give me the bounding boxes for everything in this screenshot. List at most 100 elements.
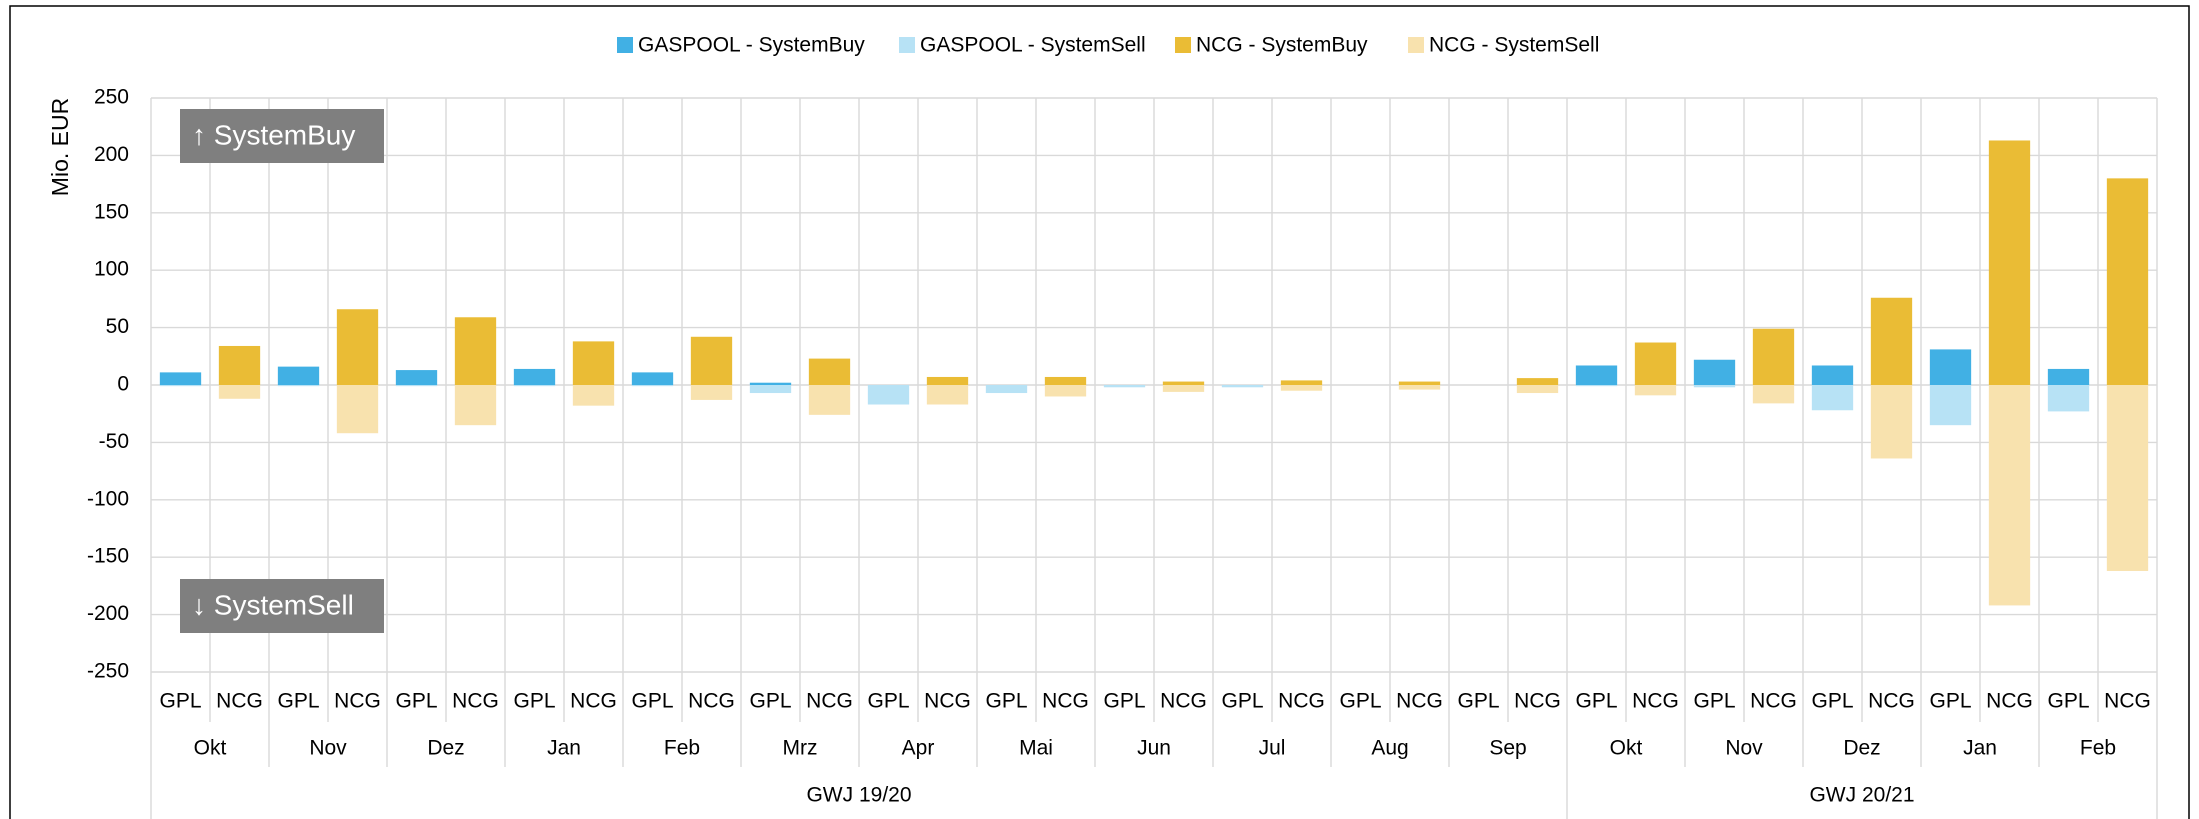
legend-swatch	[899, 37, 915, 53]
bar	[513, 368, 556, 385]
bar	[749, 385, 792, 394]
legend-swatch	[617, 37, 633, 53]
month-label: Apr	[902, 737, 935, 760]
bar	[1575, 365, 1618, 385]
y-axis-label: Mio. EUR	[47, 98, 73, 196]
x-tick-label: GPL	[985, 690, 1027, 713]
y-tick-label: 50	[106, 315, 129, 338]
bar	[277, 366, 320, 385]
month-label: Feb	[2080, 737, 2116, 760]
bar	[867, 385, 910, 405]
bar	[926, 385, 969, 405]
y-tick-label: 150	[94, 200, 129, 223]
bar	[1280, 385, 1323, 391]
bar	[395, 370, 438, 385]
bar	[1280, 380, 1323, 385]
x-tick-label: NCG	[570, 690, 617, 713]
bar	[749, 382, 792, 385]
bar	[2047, 385, 2090, 412]
y-tick-label: -150	[87, 545, 129, 568]
x-tick-label: GPL	[867, 690, 909, 713]
bar	[1634, 342, 1677, 385]
bar	[1516, 385, 1559, 394]
y-tick-label: -50	[99, 430, 129, 453]
bar	[808, 358, 851, 385]
legend-label: GASPOOL - SystemSell	[920, 34, 1146, 57]
x-tick-label: GPL	[1811, 690, 1853, 713]
bar	[985, 385, 1028, 394]
bar	[572, 341, 615, 385]
x-tick-label: NCG	[688, 690, 735, 713]
legend-label: NCG - SystemBuy	[1196, 34, 1368, 57]
x-tick-label: NCG	[452, 690, 499, 713]
y-tick-label: -100	[87, 487, 129, 510]
bar	[218, 385, 261, 399]
x-tick-label: GPL	[2047, 690, 2089, 713]
bar	[1870, 385, 1913, 459]
bar	[1221, 385, 1264, 388]
x-tick-label: GPL	[513, 690, 555, 713]
bar	[2047, 368, 2090, 385]
x-tick-label: NCG	[334, 690, 381, 713]
y-tick-label: 0	[117, 373, 129, 396]
x-tick-label: GPL	[395, 690, 437, 713]
x-tick-label: GPL	[1457, 690, 1499, 713]
month-label: Okt	[194, 737, 227, 760]
month-label: Jan	[1963, 737, 1997, 760]
bar	[1811, 385, 1854, 411]
bar	[1752, 328, 1795, 385]
x-tick-label: NCG	[216, 690, 263, 713]
x-tick-label: GPL	[1103, 690, 1145, 713]
bar	[395, 385, 438, 387]
bar	[1693, 359, 1736, 385]
x-tick-label: NCG	[1986, 690, 2033, 713]
month-label: Aug	[1371, 737, 1408, 760]
bar	[1103, 385, 1146, 388]
bar	[1634, 385, 1677, 396]
month-label: Mrz	[783, 737, 818, 760]
bar	[2106, 385, 2149, 571]
x-tick-label: NCG	[1514, 690, 1561, 713]
bar	[1516, 378, 1559, 385]
bar	[690, 336, 733, 385]
y-tick-label: -200	[87, 602, 129, 625]
bar	[336, 385, 379, 434]
x-tick-label: GPL	[1339, 690, 1381, 713]
bar	[631, 372, 674, 385]
bar	[1398, 381, 1441, 385]
month-label: Jun	[1137, 737, 1171, 760]
bar	[277, 385, 320, 387]
bar	[1693, 385, 1736, 388]
bar	[454, 385, 497, 426]
x-tick-label: NCG	[1632, 690, 1679, 713]
x-tick-label: NCG	[1396, 690, 1443, 713]
month-label: Nov	[309, 737, 347, 760]
y-tick-label: 200	[94, 143, 129, 166]
x-tick-label: NCG	[1042, 690, 1089, 713]
bar	[1929, 349, 1972, 385]
group-label: GWJ 20/21	[1809, 784, 1914, 807]
x-tick-label: NCG	[1278, 690, 1325, 713]
month-label: Mai	[1019, 737, 1053, 760]
bar	[1870, 297, 1913, 385]
x-tick-label: NCG	[924, 690, 971, 713]
bar	[218, 345, 261, 385]
legend-label: GASPOOL - SystemBuy	[638, 34, 865, 57]
month-label: Jul	[1259, 737, 1286, 760]
bar	[1162, 385, 1205, 392]
month-label: Dez	[427, 737, 464, 760]
y-tick-label: -250	[87, 660, 129, 683]
annotation-box	[180, 109, 384, 163]
bar	[159, 372, 202, 385]
bar	[808, 385, 851, 415]
month-label: Nov	[1725, 737, 1763, 760]
x-tick-label: GPL	[159, 690, 201, 713]
annotation: ↓ SystemSell	[192, 589, 354, 620]
bar	[2106, 178, 2149, 385]
month-label: Feb	[664, 737, 700, 760]
month-label: Sep	[1489, 737, 1526, 760]
x-tick-label: GPL	[1693, 690, 1735, 713]
bar	[159, 385, 202, 387]
month-label: Dez	[1843, 737, 1880, 760]
x-tick-label: GPL	[277, 690, 319, 713]
